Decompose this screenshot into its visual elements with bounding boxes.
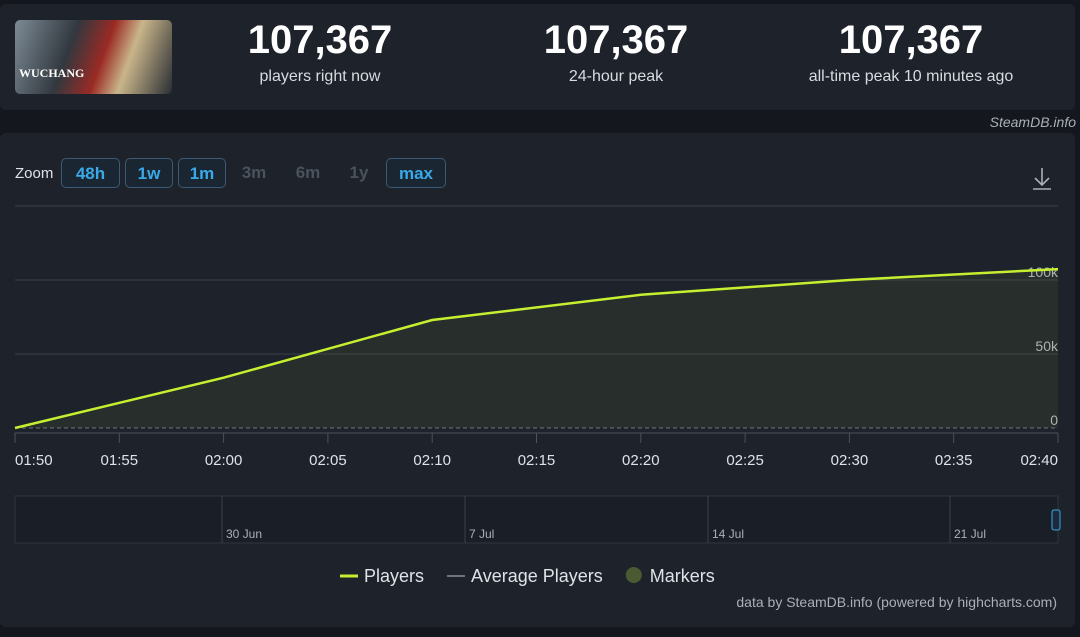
stat-label: players right now bbox=[259, 68, 381, 85]
legend-label[interactable]: Players bbox=[364, 566, 424, 586]
x-tick-label: 02:30 bbox=[831, 452, 869, 469]
navigator-label: 30 Jun bbox=[226, 527, 262, 541]
navigator[interactable] bbox=[14, 495, 1059, 544]
navigator-label: 21 Jul bbox=[954, 527, 986, 541]
stats-panel: WUCHANG bbox=[0, 4, 1075, 110]
x-tick-label: 01:50 bbox=[15, 452, 53, 469]
x-tick-label: 02:10 bbox=[413, 452, 451, 469]
stat-label: all-time peak 10 minutes ago bbox=[808, 68, 1014, 85]
stat-label: 24-hour peak bbox=[568, 68, 664, 85]
stat-value: 107,367 bbox=[247, 18, 393, 62]
x-tick-label: 01:55 bbox=[101, 452, 139, 469]
zoom-button: 3m bbox=[241, 163, 267, 182]
logo-text: WUCHANG bbox=[19, 66, 85, 80]
zoom-button[interactable]: 1m bbox=[178, 158, 226, 188]
x-tick-label: 02:00 bbox=[205, 452, 243, 469]
series-area bbox=[15, 269, 1058, 428]
x-tick-label: 02:40 bbox=[1020, 452, 1058, 469]
zoom-button: 6m bbox=[295, 163, 321, 182]
legend-label[interactable]: Markers bbox=[650, 566, 715, 586]
zoom-button[interactable]: 1w bbox=[125, 158, 173, 188]
y-tick-label: 100k bbox=[1028, 264, 1059, 280]
zoom-button: 1y bbox=[349, 163, 369, 182]
x-tick-label: 02:35 bbox=[935, 452, 973, 469]
zoom-button[interactable]: 48h bbox=[61, 158, 120, 188]
stat-value: 107,367 bbox=[838, 18, 984, 62]
x-tick-label: 02:05 bbox=[309, 452, 347, 469]
y-tick-label: 50k bbox=[1035, 338, 1059, 354]
navigator-label: 14 Jul bbox=[712, 527, 744, 541]
x-tick-label: 02:15 bbox=[518, 452, 556, 469]
download-icon[interactable] bbox=[1033, 168, 1051, 190]
stat-value: 107,367 bbox=[543, 18, 689, 62]
navigator-label: 7 Jul bbox=[469, 527, 494, 541]
series-line bbox=[14, 267, 1059, 430]
navigator-handle[interactable] bbox=[1051, 509, 1061, 531]
chart-panel bbox=[0, 133, 1075, 627]
legend-symbol bbox=[625, 567, 642, 583]
footer-credit: data by SteamDB.info (powered by highcha… bbox=[736, 594, 1057, 610]
y-tick-label: 0 bbox=[1050, 412, 1058, 428]
credit[interactable]: SteamDB.info bbox=[989, 114, 1076, 130]
zoom-button[interactable]: max bbox=[386, 158, 446, 188]
x-tick-label: 02:25 bbox=[726, 452, 764, 469]
zoom-label: Zoom bbox=[15, 165, 54, 182]
stat: 107,367 players right now bbox=[190, 18, 450, 86]
stat: 107,367 24-hour peak bbox=[486, 18, 746, 86]
stat: 107,367 all-time peak 10 minutes ago bbox=[781, 18, 1041, 86]
legend-label[interactable]: Average Players bbox=[471, 566, 603, 586]
x-tick-label: 02:20 bbox=[622, 452, 660, 469]
game-thumbnail[interactable]: WUCHANG bbox=[15, 20, 172, 94]
